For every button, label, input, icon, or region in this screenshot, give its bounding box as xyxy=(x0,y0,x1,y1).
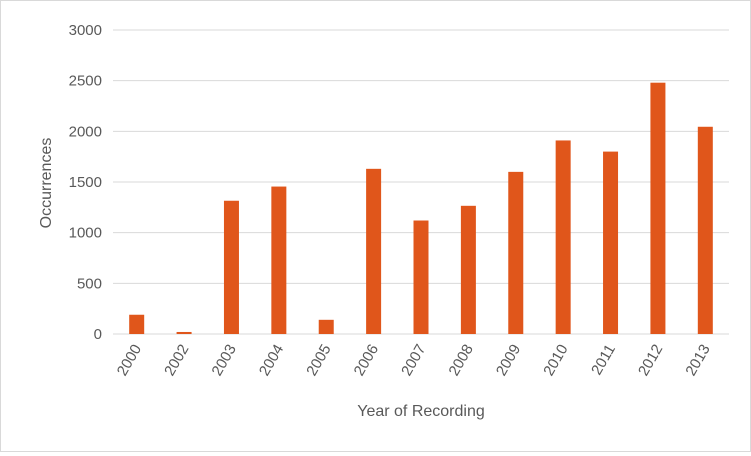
bar-2007 xyxy=(413,220,429,334)
x-tick-labels: 2000 2002 2003 2004 2005 2006 2007 2008 2009 2010… xyxy=(114,342,714,379)
bars xyxy=(129,82,713,335)
x-tick-label-2002: 2002 xyxy=(161,342,192,379)
y-tick-label-2500: 2500 xyxy=(69,73,102,90)
x-tick-label-2010: 2010 xyxy=(540,342,571,379)
bar-2003 xyxy=(223,200,239,334)
bar-2006 xyxy=(366,168,382,334)
y-tick-labels: 0 500 1000 1500 2000 2500 3000 xyxy=(69,22,102,343)
bar-2000 xyxy=(129,314,145,334)
bar-2013 xyxy=(697,126,713,334)
x-tick-label-2013: 2013 xyxy=(682,342,713,379)
x-tick-label-2003: 2003 xyxy=(209,342,240,379)
y-tick-label-500: 500 xyxy=(77,275,102,292)
x-tick-label-2008: 2008 xyxy=(445,342,476,379)
x-tick-label-2004: 2004 xyxy=(256,342,287,379)
y-axis-title: Occurrences xyxy=(38,138,55,229)
bar-2009 xyxy=(508,171,524,334)
bar-2010 xyxy=(555,140,571,334)
x-tick-label-2007: 2007 xyxy=(398,342,429,379)
x-tick-label-2009: 2009 xyxy=(493,342,524,379)
x-tick-label-2011: 2011 xyxy=(588,342,619,378)
bar-2005 xyxy=(318,319,334,334)
x-tick-label-2006: 2006 xyxy=(351,342,382,379)
x-tick-label-2012: 2012 xyxy=(635,342,666,379)
y-tick-label-0: 0 xyxy=(94,326,102,343)
bar-2012 xyxy=(650,82,666,335)
y-tick-label-3000: 3000 xyxy=(69,22,102,39)
bar-2002 xyxy=(176,331,192,334)
bar-2008 xyxy=(460,205,476,334)
y-tick-label-2000: 2000 xyxy=(69,123,102,140)
bar-2004 xyxy=(271,186,287,334)
y-tick-label-1500: 1500 xyxy=(69,174,102,191)
x-axis-title: Year of Recording xyxy=(357,403,485,420)
y-tick-label-1000: 1000 xyxy=(69,225,102,242)
bar-2011 xyxy=(603,151,619,334)
x-tick-label-2005: 2005 xyxy=(303,342,334,379)
x-tick-label-2000: 2000 xyxy=(114,342,145,379)
